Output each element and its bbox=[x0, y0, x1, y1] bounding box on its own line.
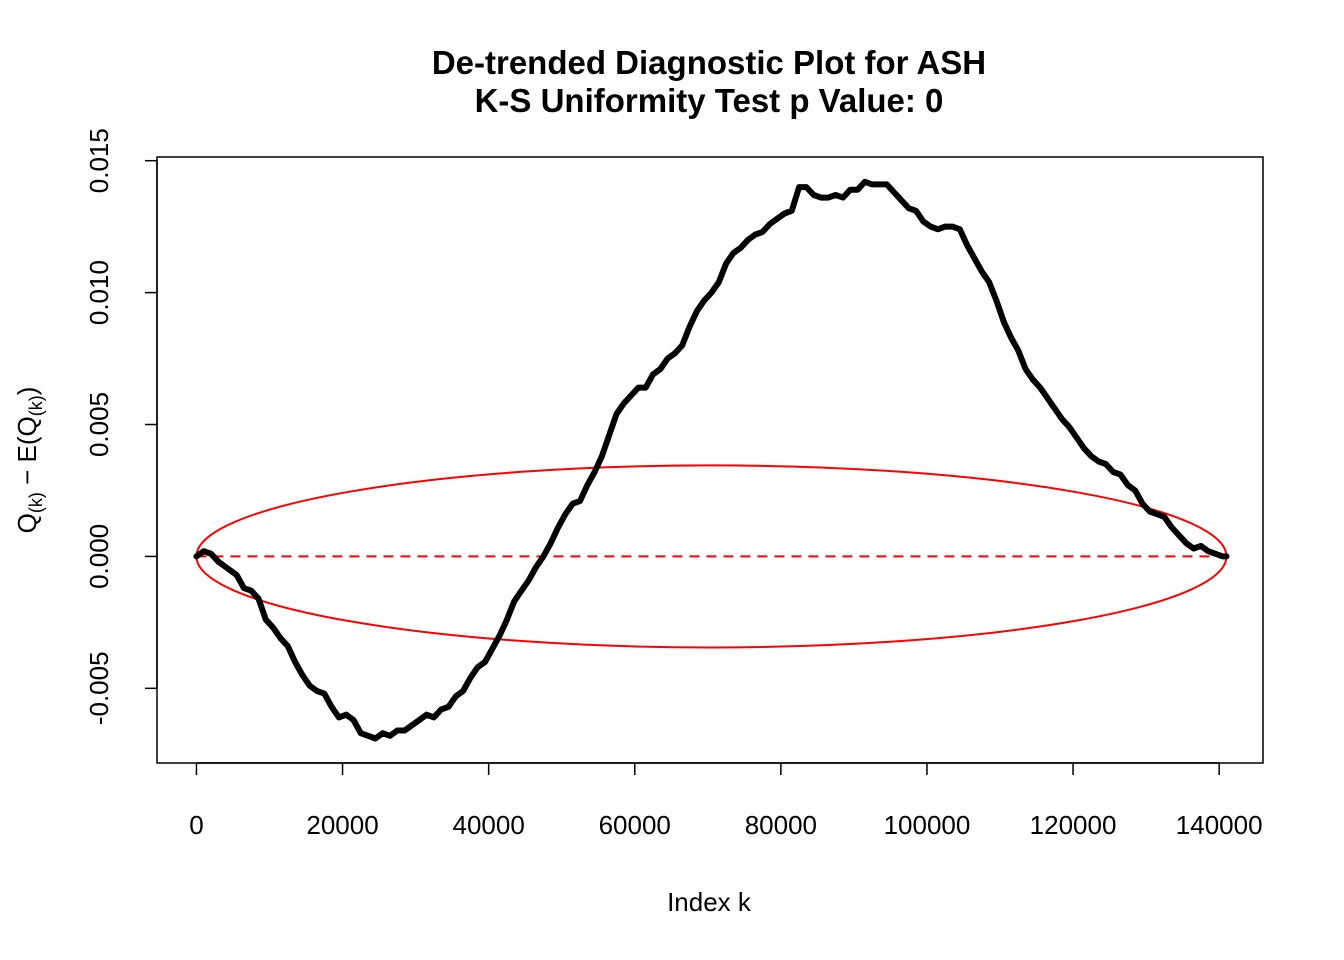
y-tick-label: 0.010 bbox=[84, 260, 114, 325]
chart-title: De-trended Diagnostic Plot for ASH bbox=[432, 44, 986, 81]
x-tick-label: 120000 bbox=[1030, 810, 1117, 840]
data-series-0 bbox=[193, 178, 1230, 742]
svg-text:Q(k) − E(Q(k)): Q(k) − E(Q(k)) bbox=[12, 387, 46, 534]
chart-subtitle: K-S Uniformity Test p Value: 0 bbox=[475, 82, 944, 119]
x-tick-label: 0 bbox=[189, 810, 203, 840]
x-tick-label: 40000 bbox=[452, 810, 524, 840]
x-tick-label: 60000 bbox=[599, 810, 671, 840]
y-tick-label: -0.005 bbox=[84, 651, 114, 725]
y-tick-label: 0.000 bbox=[84, 524, 114, 589]
x-axis: 0 20000 40000 60000 80000 100000 120000 140000 bbox=[189, 762, 1263, 840]
y-axis-label-mid: − E(Q bbox=[12, 416, 42, 492]
y-tick-label: 0.015 bbox=[84, 128, 114, 193]
x-tick-label: 140000 bbox=[1176, 810, 1263, 840]
y-axis-label-close: ) bbox=[12, 387, 42, 396]
y-axis: -0.005 0.000 0.005 0.010 0.015 bbox=[84, 128, 158, 725]
x-tick-label: 20000 bbox=[306, 810, 378, 840]
y-axis-label-q: Q bbox=[12, 513, 42, 533]
x-tick-label: 80000 bbox=[745, 810, 817, 840]
x-axis-label: Index k bbox=[667, 887, 752, 917]
y-axis-label-inner-sub: (k) bbox=[26, 395, 46, 416]
y-axis-label: Q(k) − E(Q(k)) bbox=[12, 387, 46, 534]
x-tick-label: 100000 bbox=[884, 810, 971, 840]
y-tick-label: 0.005 bbox=[84, 392, 114, 457]
y-axis-label-sub: (k) bbox=[26, 492, 46, 513]
